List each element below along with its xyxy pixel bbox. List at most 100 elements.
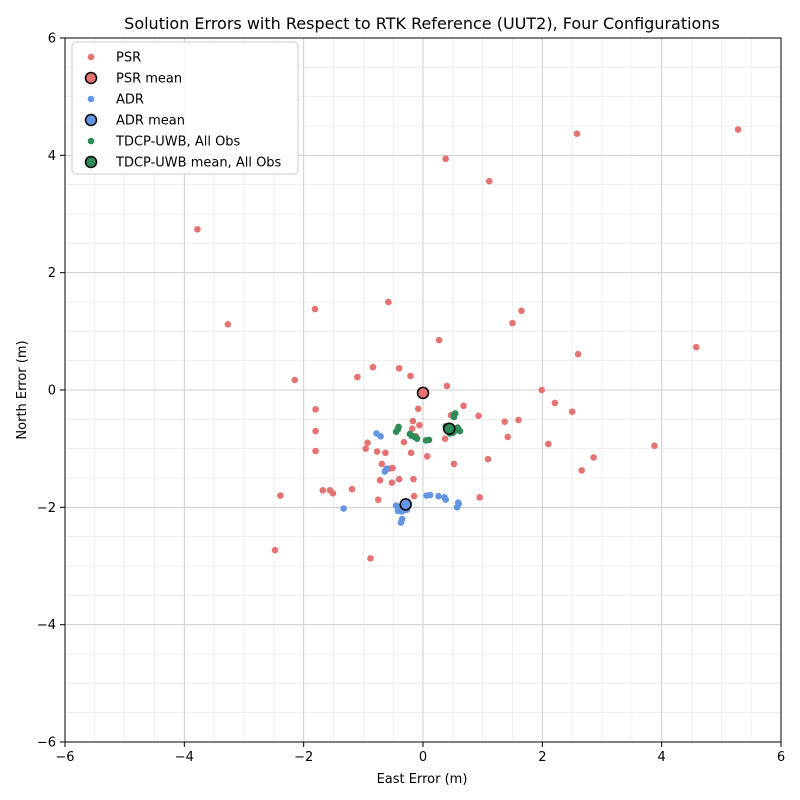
- legend-entry-psr: PSR: [87, 51, 141, 66]
- legend-label: PSR: [116, 51, 141, 66]
- point-psr: [311, 305, 319, 313]
- point-psr: [369, 363, 377, 371]
- y-axis-label: North Error (m): [15, 340, 30, 439]
- x-tick-label: 0: [419, 750, 427, 765]
- point-psr: [484, 455, 492, 463]
- point-psr: [460, 402, 467, 410]
- point-psr: [504, 433, 512, 441]
- point-adr: [340, 505, 347, 512]
- x-tick-label: 4: [658, 750, 666, 765]
- point-psr: [651, 442, 658, 450]
- point-psr: [734, 126, 742, 133]
- point-psr: [578, 467, 586, 474]
- point-psr: [388, 479, 396, 486]
- legend-marker: [87, 95, 95, 103]
- point-psr: [442, 155, 449, 163]
- point-psr: [518, 307, 525, 315]
- point-psr: [509, 319, 516, 327]
- x-tick-label: 6: [777, 750, 785, 765]
- point-psr: [389, 464, 396, 472]
- legend-marker: [87, 137, 95, 145]
- point-psr: [408, 425, 416, 433]
- point-psr: [312, 406, 319, 413]
- point-psr: [271, 546, 279, 554]
- data-points: [194, 126, 742, 562]
- point-psr: [319, 487, 327, 494]
- point-psr: [545, 440, 552, 448]
- legend-marker: [84, 113, 98, 127]
- point-psr: [407, 449, 415, 457]
- legend-label: TDCP-UWB mean, All Obs: [115, 156, 282, 171]
- x-tick-label: −4: [175, 750, 194, 765]
- point-psr: [291, 376, 299, 384]
- point-psr: [538, 386, 546, 394]
- point-psr-mean: [416, 386, 430, 400]
- legend-box: [71, 41, 299, 175]
- point-tdcp-uwb-all-obs: [456, 427, 464, 435]
- point-tdcp-uwb-all-obs: [450, 413, 458, 421]
- point-psr: [590, 454, 597, 461]
- legend-entry-psr-mean: PSR mean: [84, 71, 182, 87]
- point-psr: [423, 452, 431, 460]
- y-tick-label: 4: [48, 149, 56, 164]
- point-psr: [573, 130, 581, 137]
- legend-label: TDCP-UWB, All Obs: [115, 135, 241, 150]
- point-psr: [441, 435, 449, 442]
- point-adr-mean: [399, 498, 412, 511]
- point-adr: [426, 491, 434, 499]
- point-psr: [435, 336, 443, 344]
- point-psr: [329, 489, 337, 497]
- y-tick-label: 6: [48, 32, 56, 47]
- point-psr: [692, 343, 700, 351]
- point-psr: [312, 447, 319, 455]
- point-psr: [515, 416, 522, 424]
- legend-label: PSR mean: [116, 72, 182, 87]
- point-psr: [374, 496, 382, 504]
- point-tdcp-uwb-all-obs: [425, 436, 433, 444]
- point-psr: [354, 373, 361, 381]
- point-adr: [377, 433, 384, 440]
- y-tick-label: −2: [37, 501, 56, 516]
- point-psr: [194, 225, 201, 233]
- point-psr: [362, 445, 370, 452]
- point-psr: [568, 408, 576, 416]
- point-psr: [574, 350, 582, 358]
- point-psr: [400, 438, 408, 446]
- point-psr: [224, 320, 232, 328]
- y-tick-label: 2: [48, 266, 56, 281]
- legend-marker: [87, 53, 95, 61]
- point-psr: [485, 177, 493, 185]
- point-tdcp-uwb-mean-all-obs: [443, 422, 456, 435]
- legend-marker: [84, 71, 98, 85]
- point-adr: [383, 465, 390, 472]
- x-tick-label: 2: [538, 750, 546, 765]
- legend-entry-adr: ADR: [87, 93, 144, 108]
- legend-entry-adr-mean: ADR mean: [84, 113, 185, 129]
- point-psr: [475, 412, 482, 420]
- point-adr: [397, 519, 405, 526]
- legend-label: ADR: [116, 93, 144, 108]
- point-psr: [376, 477, 384, 484]
- point-psr: [395, 475, 403, 483]
- legend-entry-tdcp-uwb-mean-all-obs: TDCP-UWB mean, All Obs: [84, 155, 282, 171]
- legend-marker: [84, 155, 98, 169]
- point-psr: [395, 364, 403, 372]
- point-psr: [382, 449, 389, 457]
- legend: PSR PSR mean ADR ADR mean TDCP-UWB, All Obs T…: [71, 41, 299, 175]
- y-tick-label: 0: [48, 384, 56, 399]
- point-psr: [450, 460, 458, 468]
- point-tdcp-uwb-all-obs: [413, 435, 421, 442]
- point-psr: [378, 460, 386, 468]
- point-adr: [435, 492, 442, 500]
- point-psr: [364, 439, 371, 447]
- point-psr: [409, 417, 417, 425]
- y-tick-label: −4: [37, 618, 56, 633]
- point-psr: [501, 418, 509, 425]
- x-tick-label: −6: [55, 750, 74, 765]
- legend-label: ADR mean: [116, 114, 185, 129]
- point-psr: [312, 427, 319, 435]
- point-psr: [443, 382, 451, 390]
- point-psr: [416, 421, 423, 429]
- legend-entry-tdcp-uwb-all-obs: TDCP-UWB, All Obs: [87, 135, 241, 150]
- axis-ticks: −6 −4 −2 0 2 4 6 −6 −4 −2 0 2 4 6: [37, 32, 785, 766]
